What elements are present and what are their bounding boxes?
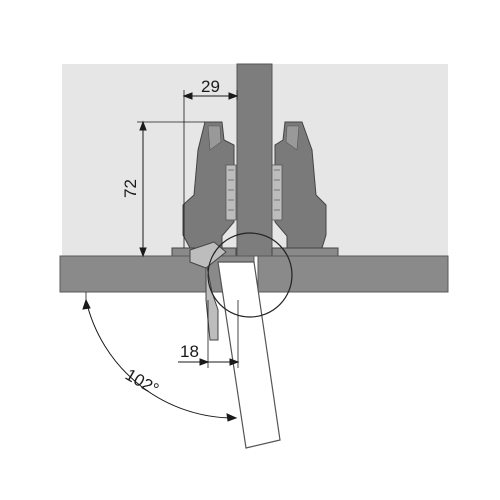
dimension-width-top-label: 29 <box>201 77 220 96</box>
center-partition <box>236 63 273 257</box>
dimension-offset-bottom <box>178 300 240 368</box>
dimension-height-left <box>137 120 205 258</box>
dimension-offset-bottom-label: 18 <box>180 342 199 361</box>
dimension-height-left-label: 72 <box>121 179 140 198</box>
dimension-width-top <box>182 90 239 248</box>
right-hinge <box>271 121 339 257</box>
angle-arc <box>82 292 238 422</box>
door-boards <box>59 255 449 293</box>
angle-label: 102° <box>122 365 162 399</box>
detail-circle <box>207 232 293 318</box>
